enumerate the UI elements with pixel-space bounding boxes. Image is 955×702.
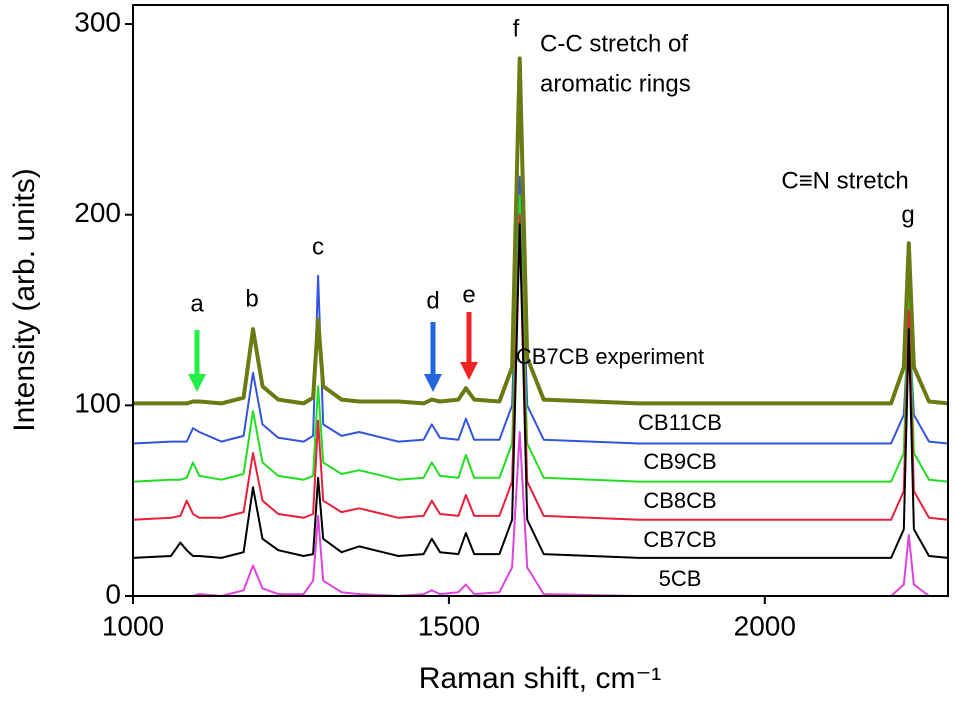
peak-label: a [190, 290, 204, 317]
x-tick-label: 1000 [102, 610, 164, 641]
series-label: 5CB [659, 566, 702, 591]
spectrum-line [132, 223, 949, 559]
peak-label: f [513, 15, 520, 42]
spectrum-line [133, 56, 949, 406]
y-tick-label: 200 [74, 197, 121, 228]
annotation: C≡N stretch [781, 167, 908, 194]
arrow-head [424, 374, 442, 392]
peak-label: g [901, 201, 914, 228]
y-axis-title: Intensity (arb. units) [8, 168, 41, 431]
annotation: aromatic rings [540, 70, 691, 97]
spectrum-line [133, 431, 948, 597]
peak-label: d [426, 287, 439, 314]
arrow-head [460, 362, 478, 380]
y-tick-label: 300 [74, 6, 121, 37]
y-tick-label: 100 [74, 388, 121, 419]
spectrum-line [132, 175, 949, 445]
x-tick-label: 2000 [734, 610, 796, 641]
series-label: CB8CB [643, 488, 716, 513]
arrow-head [188, 374, 206, 392]
plot-frame [132, 4, 949, 597]
spectrum-line [132, 213, 949, 521]
series-label: CB7CB [643, 527, 716, 552]
spectrum-line [132, 194, 949, 483]
series-label: CB9CB [643, 449, 716, 474]
series-label: CB7CB experiment [516, 344, 704, 369]
y-tick-label: 0 [105, 578, 121, 609]
peak-label: c [312, 233, 324, 260]
x-tick-label: 1500 [418, 610, 480, 641]
x-axis-title: Raman shift, cm⁻¹ [419, 662, 662, 695]
peak-label: e [462, 281, 475, 308]
series-label: CB11CB [638, 410, 722, 435]
peak-label: b [245, 285, 258, 312]
annotation: C-C stretch of [540, 30, 688, 57]
